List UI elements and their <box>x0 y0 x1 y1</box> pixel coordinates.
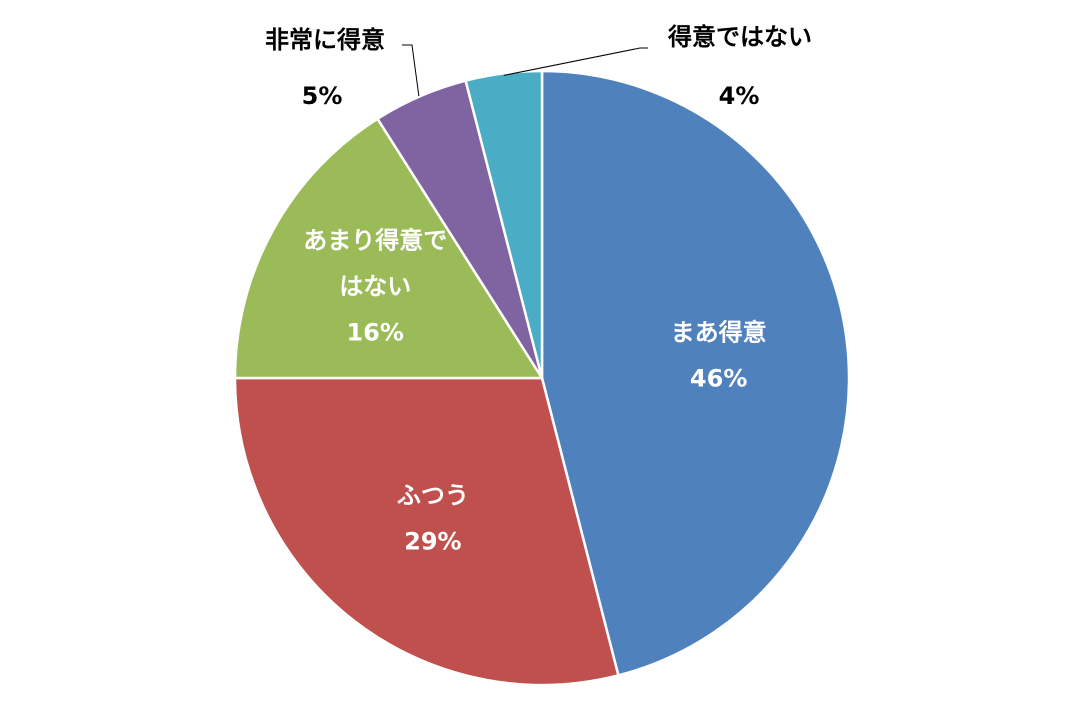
slice-value-0: 46% <box>690 365 747 393</box>
pie-slice-1 <box>233 376 620 687</box>
slice-label-4: 得意ではない <box>667 23 812 51</box>
pie-slice-4 <box>464 69 544 380</box>
pie-slice-2 <box>233 117 544 380</box>
slice-label-2-line-0: あまり得意で <box>303 226 447 254</box>
slice-value-2: 16% <box>346 318 403 346</box>
slice-label-3: 非常に得意 <box>265 26 385 54</box>
slice-value-4: 4% <box>719 82 760 110</box>
slice-label-2-line-1: はない <box>339 272 411 300</box>
pie-slice-0 <box>540 69 851 677</box>
slice-label-1: ふつう <box>397 482 469 510</box>
slice-value-1: 29% <box>404 528 461 556</box>
slice-label-0: まあ得意 <box>671 319 767 347</box>
leader-line-3 <box>402 44 420 97</box>
leader-line-4 <box>503 47 648 76</box>
slice-value-3: 5% <box>302 82 343 110</box>
